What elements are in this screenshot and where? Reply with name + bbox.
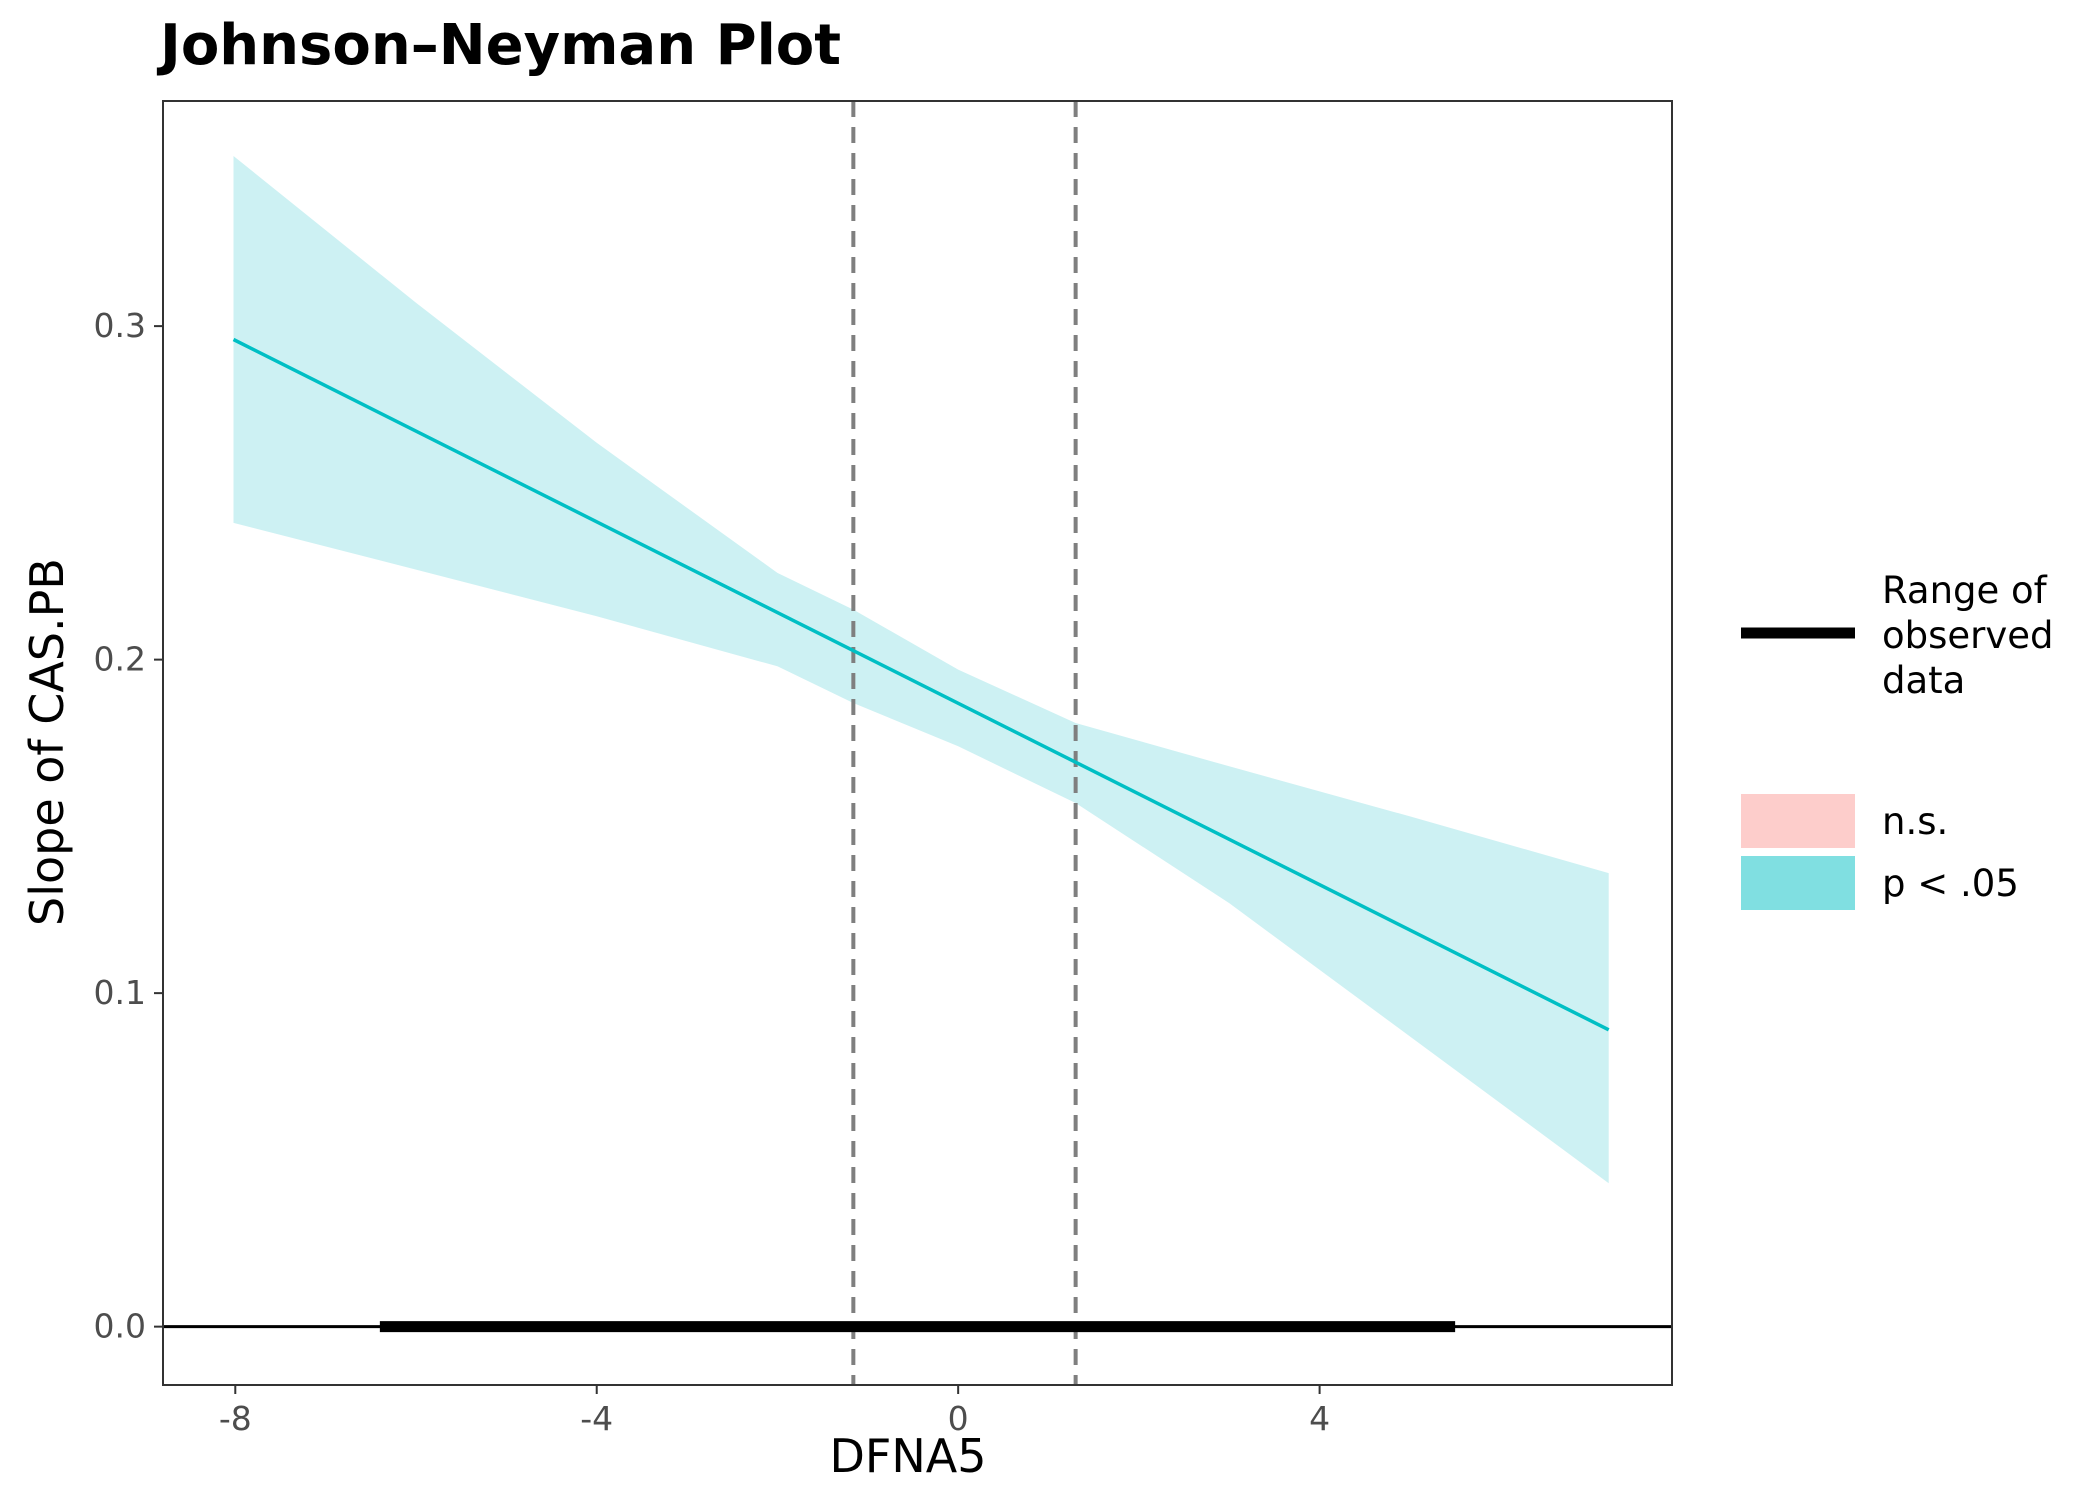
legend-sig-swatch: [1741, 856, 1855, 910]
y-tick-label: 0.3: [94, 306, 146, 345]
x-axis-title: DFNA5: [829, 1429, 986, 1483]
legend-sig-label: p < .05: [1882, 862, 2019, 905]
y-tick-label: 0.0: [94, 1307, 146, 1346]
legend-range-label-3: data: [1882, 659, 1965, 702]
y-tick-label: 0.2: [94, 640, 146, 679]
legend-ns-swatch: [1741, 794, 1855, 848]
legend-ns-label: n.s.: [1882, 800, 1948, 843]
confidence-band: [233, 156, 1609, 1184]
legend-range-label-1: Range of: [1882, 569, 2048, 612]
plot-area: -8 -4 0 4 0.0 0.1 0.2 0.3: [94, 100, 1673, 1438]
x-tick-label: 0: [948, 1399, 969, 1438]
slope-line: [232, 337, 1610, 1032]
y-tick-label: 0.1: [94, 973, 146, 1012]
x-tick-label: -8: [219, 1399, 252, 1438]
legend-range-label-2: observed: [1882, 614, 2054, 657]
panel-border: [162, 100, 1673, 1386]
x-tick-label: 4: [1309, 1399, 1330, 1438]
chart-title: Johnson–Neyman Plot: [156, 13, 841, 78]
y-axis-title: Slope of CAS.PB: [20, 558, 74, 926]
legend: Range of observed data n.s. p < .05: [1741, 569, 2054, 910]
x-tick-label: -4: [580, 1399, 613, 1438]
